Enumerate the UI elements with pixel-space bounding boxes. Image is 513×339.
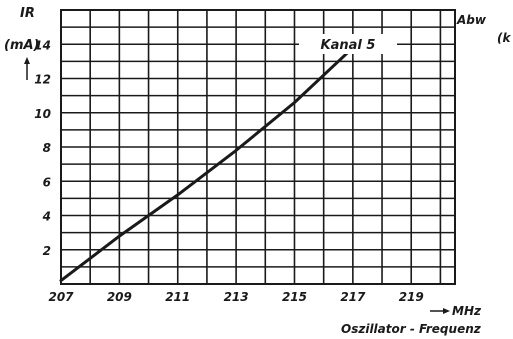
y-tick-label: 2: [43, 244, 51, 258]
x-tick-label: 209: [107, 290, 132, 304]
right-label-line1: Abw: [456, 13, 487, 27]
y-tick-label: 8: [43, 141, 51, 155]
right-label-line2: (k: [497, 31, 511, 45]
x-tick-label: 213: [224, 290, 249, 304]
y-tick-label: 12: [34, 73, 51, 87]
y-axis-label-symbol: IR: [20, 6, 35, 21]
x-tick-label: 207: [48, 290, 74, 304]
grid: [61, 10, 455, 284]
y-tick-label: 14: [34, 38, 51, 52]
plot-frame: [60, 9, 456, 285]
x-axis-unit-label: MHz: [452, 304, 482, 318]
x-axis-arrow: [430, 308, 450, 314]
y-axis-label-unit: (mA): [4, 38, 40, 53]
y-tick-label: 4: [42, 210, 51, 224]
x-tick-label: 219: [399, 290, 424, 304]
series-label-kanal-5: Kanal 5: [321, 38, 376, 53]
y-tick-labels: 2 4 6 8 10 12 14: [34, 38, 51, 258]
x-tick-label: 215: [282, 290, 307, 304]
x-tick-labels: 207 209 211 213 215 217 219: [48, 290, 423, 304]
x-tick-label: 211: [165, 290, 190, 304]
x-tick-label: 217: [340, 290, 366, 304]
series-label-bg: [299, 34, 397, 54]
series-line-kanal-5: [59, 46, 355, 283]
y-axis-arrow: [24, 57, 30, 80]
x-axis-label: Oszillator - Frequenz: [341, 322, 482, 336]
y-tick-label: 10: [34, 107, 51, 121]
y-tick-label: 6: [43, 175, 51, 189]
